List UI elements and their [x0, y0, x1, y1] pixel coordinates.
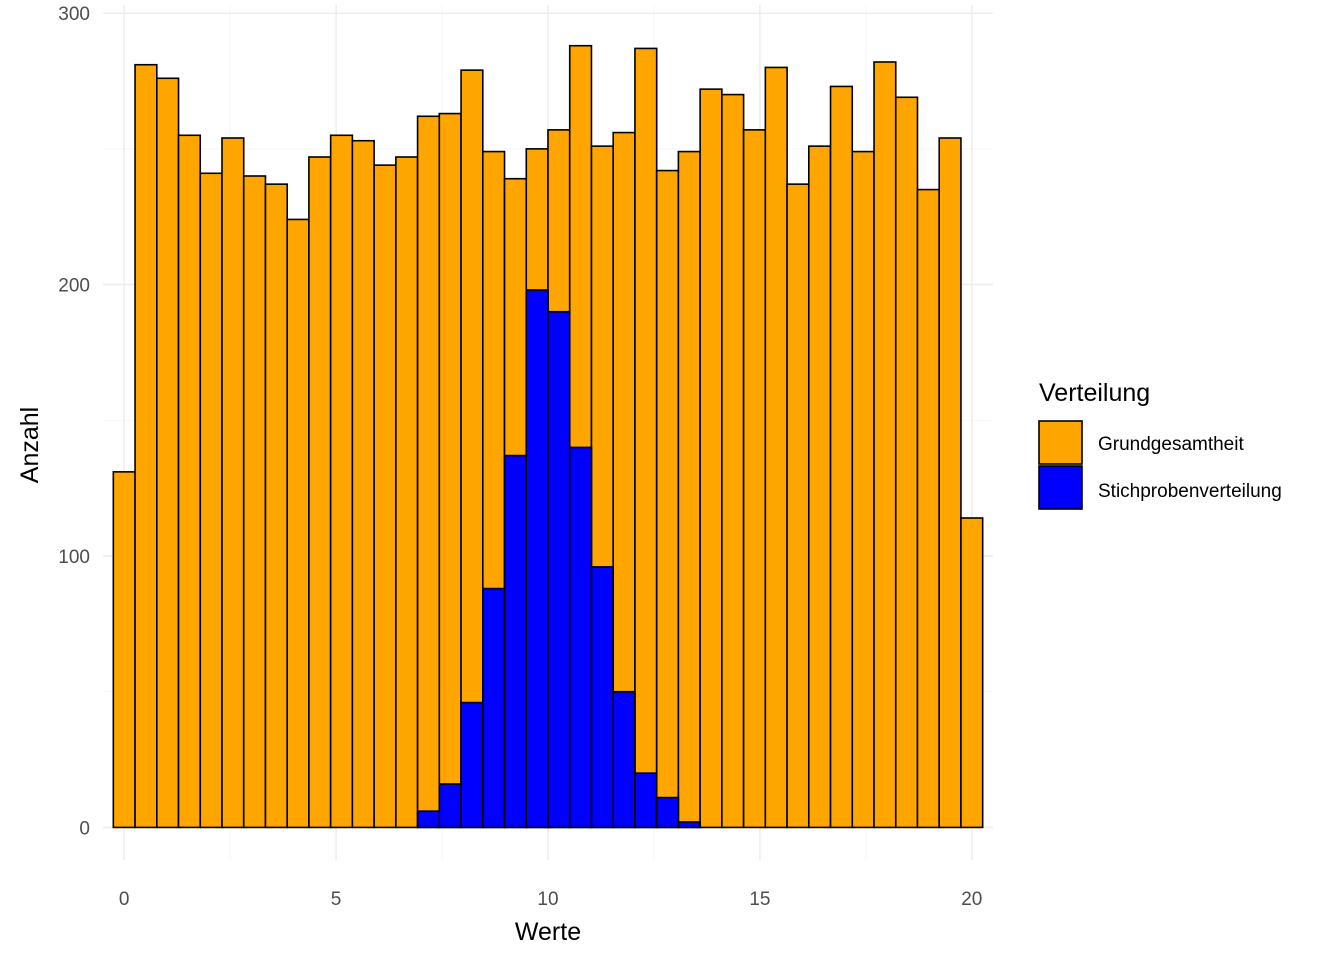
bar-grundgesamtheit: [156, 77, 180, 829]
bar-stichprobenverteilung: [634, 772, 658, 829]
bar-grundgesamtheit: [329, 134, 354, 829]
bars: [112, 44, 984, 829]
bar-grundgesamtheit: [134, 63, 158, 829]
bar-grundgesamtheit: [308, 156, 332, 829]
bar-stichprobenverteilung: [438, 783, 462, 829]
bar-grundgesamtheit: [373, 164, 397, 829]
bar-grundgesamtheit: [873, 61, 897, 829]
bar-grundgesamtheit: [286, 218, 310, 829]
bar-grundgesamtheit: [938, 137, 962, 829]
bar-grundgesamtheit: [112, 471, 136, 829]
legend-label-grundgesamtheit: Grundgesamtheit: [1098, 434, 1244, 455]
bar-grundgesamtheit: [221, 137, 245, 829]
bar-grundgesamtheit: [177, 134, 202, 829]
bar-grundgesamtheit: [242, 175, 267, 829]
bar-grundgesamtheit: [807, 145, 832, 829]
bar-stichprobenverteilung: [655, 796, 680, 829]
bar-grundgesamtheit: [395, 156, 419, 829]
bar-grundgesamtheit: [829, 85, 854, 829]
bar-grundgesamtheit: [721, 93, 745, 829]
bar-stichprobenverteilung: [482, 587, 506, 829]
bar-stichprobenverteilung: [612, 690, 636, 829]
x-tick-label: 15: [749, 889, 770, 910]
bar-grundgesamtheit: [634, 47, 658, 829]
bar-grundgesamtheit: [677, 150, 701, 829]
bar-stichprobenverteilung: [547, 310, 571, 829]
bar-grundgesamtheit: [655, 169, 680, 829]
bar-stichprobenverteilung: [503, 454, 528, 829]
y-axis-title: Anzahl: [16, 407, 44, 483]
x-tick-label: 0: [119, 889, 130, 910]
bar-grundgesamtheit: [916, 188, 940, 829]
bar-grundgesamtheit: [960, 517, 984, 829]
bar-grundgesamtheit: [894, 96, 919, 829]
bar-grundgesamtheit: [786, 183, 810, 829]
bar-grundgesamtheit: [764, 66, 788, 829]
bar-stichprobenverteilung: [677, 821, 701, 829]
y-axis-ticks: 0 100 200 300: [58, 4, 90, 839]
bar-grundgesamtheit: [438, 112, 462, 829]
bar-grundgesamtheit: [416, 115, 441, 829]
x-tick-label: 20: [961, 889, 982, 910]
x-axis-title: Werte: [515, 918, 581, 946]
series-stichprobenverteilung: [416, 289, 701, 829]
bar-stichprobenverteilung: [416, 810, 441, 829]
legend-swatch-stichprobenverteilung: [1038, 465, 1083, 510]
bar-grundgesamtheit: [851, 150, 875, 829]
bar-grundgesamtheit: [199, 172, 223, 829]
bar-grundgesamtheit: [742, 129, 767, 829]
x-axis-ticks: 0 5 10 15 20: [119, 889, 982, 910]
legend: Verteilung Grundgesamtheit Stichprobenve…: [1038, 379, 1282, 510]
y-tick-label: 300: [58, 4, 90, 25]
x-tick-label: 5: [331, 889, 342, 910]
legend-label-stichprobenverteilung: Stichprobenverteilung: [1098, 481, 1282, 502]
bar-stichprobenverteilung: [590, 566, 614, 829]
legend-title: Verteilung: [1039, 379, 1150, 407]
y-tick-label: 0: [79, 818, 90, 839]
bar-stichprobenverteilung: [460, 701, 484, 829]
y-tick-label: 200: [58, 276, 90, 297]
bar-grundgesamtheit: [264, 183, 289, 829]
bar-grundgesamtheit: [699, 88, 723, 829]
bar-stichprobenverteilung: [525, 289, 549, 829]
legend-swatch-grundgesamtheit: [1038, 420, 1083, 465]
y-tick-label: 100: [58, 547, 90, 568]
bar-stichprobenverteilung: [568, 446, 593, 829]
x-tick-label: 10: [537, 889, 558, 910]
bar-grundgesamtheit: [351, 139, 375, 829]
